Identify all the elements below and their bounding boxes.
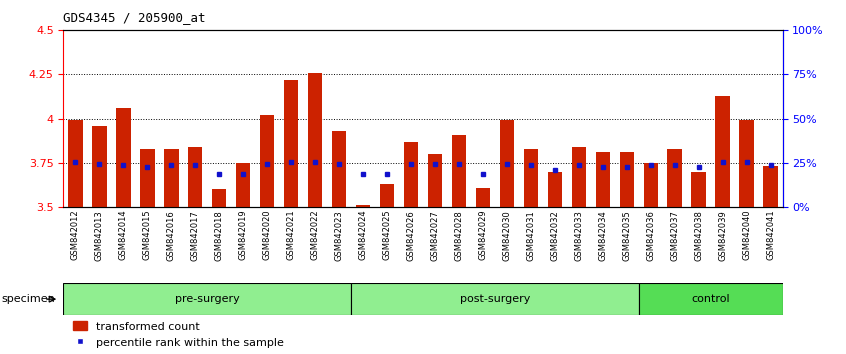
Text: specimen: specimen: [2, 294, 56, 304]
Bar: [596, 152, 610, 207]
Bar: [619, 152, 634, 207]
FancyBboxPatch shape: [639, 283, 783, 315]
Bar: [763, 166, 777, 207]
Bar: [92, 126, 107, 207]
Bar: [404, 142, 418, 207]
Bar: [739, 120, 754, 207]
Bar: [716, 96, 730, 207]
Bar: [572, 147, 586, 207]
Bar: [500, 120, 514, 207]
Bar: [332, 131, 346, 207]
Bar: [428, 154, 442, 207]
FancyBboxPatch shape: [351, 283, 639, 315]
Text: GDS4345 / 205900_at: GDS4345 / 205900_at: [63, 11, 206, 24]
Text: control: control: [691, 294, 730, 304]
Bar: [308, 73, 322, 207]
Bar: [452, 135, 466, 207]
Bar: [116, 108, 130, 207]
Bar: [69, 120, 83, 207]
Bar: [284, 80, 299, 207]
Bar: [524, 149, 538, 207]
Bar: [356, 205, 371, 207]
Bar: [236, 163, 250, 207]
Bar: [164, 149, 179, 207]
Bar: [380, 184, 394, 207]
Text: post-surgery: post-surgery: [459, 294, 530, 304]
Bar: [667, 149, 682, 207]
Bar: [140, 149, 155, 207]
Bar: [212, 189, 227, 207]
Bar: [475, 188, 490, 207]
Legend: transformed count, percentile rank within the sample: transformed count, percentile rank withi…: [69, 316, 288, 352]
Bar: [547, 172, 562, 207]
Bar: [644, 163, 658, 207]
Bar: [691, 172, 706, 207]
FancyBboxPatch shape: [63, 283, 351, 315]
Text: pre-surgery: pre-surgery: [175, 294, 239, 304]
Bar: [260, 115, 274, 207]
Bar: [188, 147, 202, 207]
